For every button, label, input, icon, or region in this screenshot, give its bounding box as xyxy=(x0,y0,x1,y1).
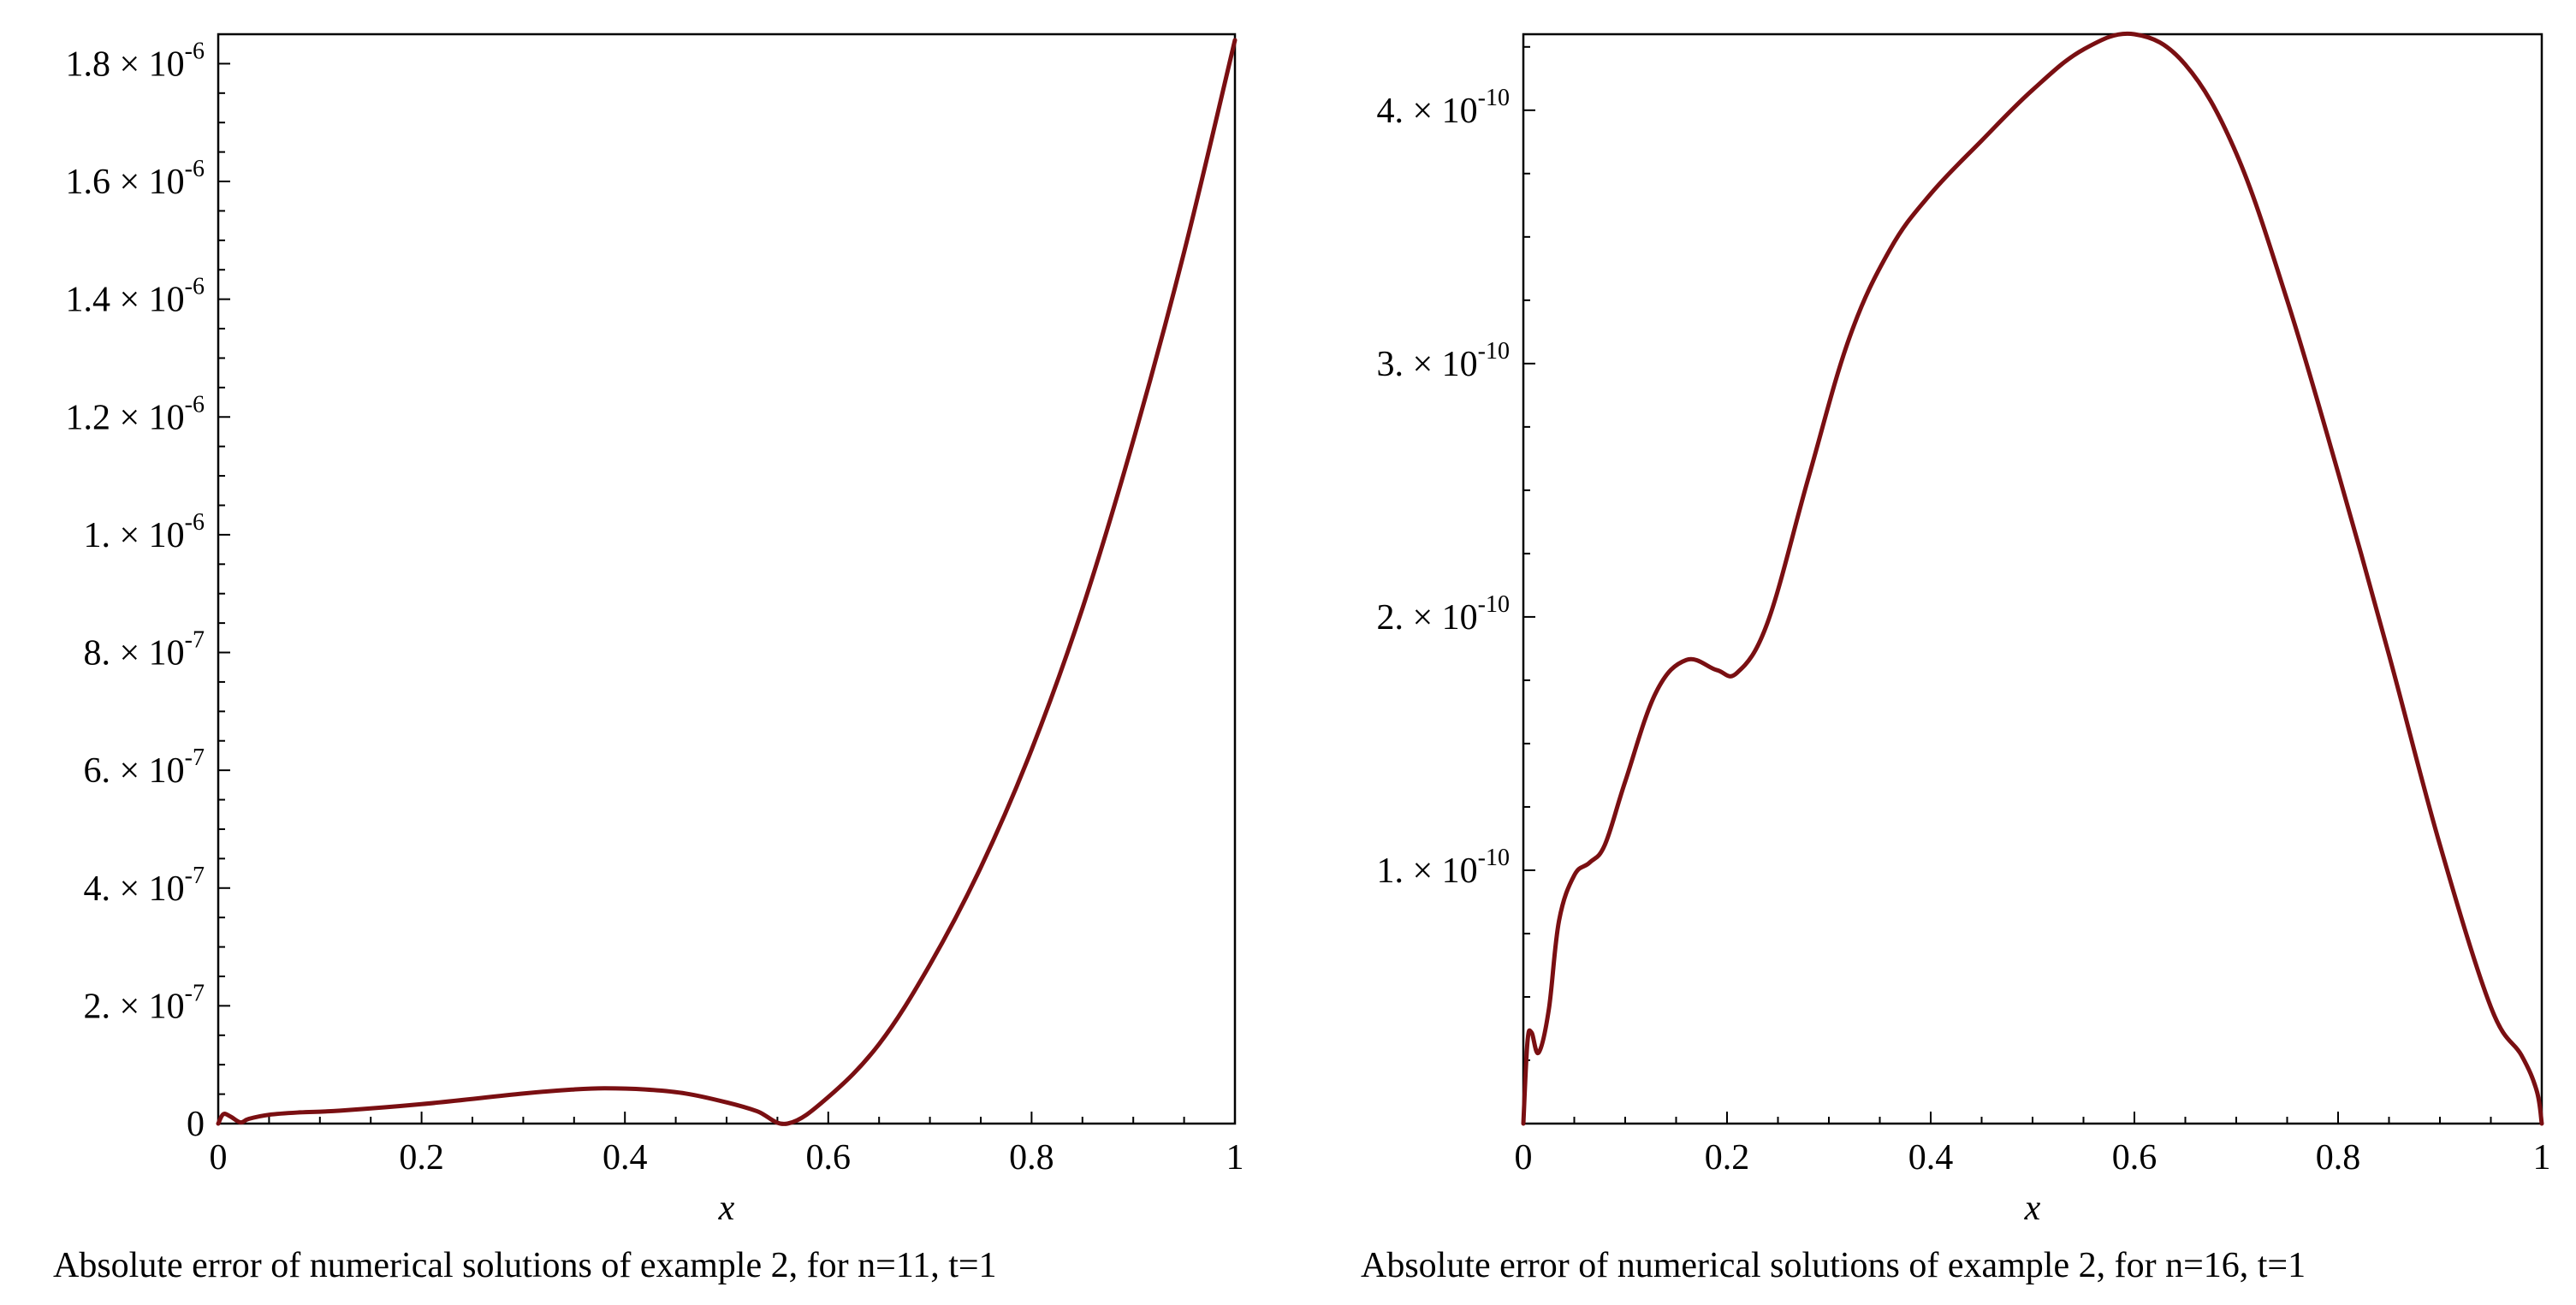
y-tick-label: 8. × 10-7 xyxy=(83,627,205,673)
x-tick-label: 0.8 xyxy=(1009,1138,1054,1177)
y-tick-label: 4. × 10-7 xyxy=(83,863,205,909)
x-tick-label: 0.4 xyxy=(602,1138,648,1177)
chart-panel-right: 0 0.2 0.4 0.6 0.8 1 1. × 10-10 2. × 10-10 3. × 1… xyxy=(1361,31,2551,1285)
series-line xyxy=(1521,31,2544,1126)
x-tick-label: 0 xyxy=(210,1138,228,1177)
y-tick-label: 6. × 10-7 xyxy=(83,744,205,791)
x-tick-label: 0 xyxy=(1515,1138,1533,1177)
x-tick-label: 1 xyxy=(2533,1138,2551,1177)
plot-frame xyxy=(1522,33,2543,1125)
y-tick-label: 2. × 10-7 xyxy=(83,980,205,1026)
x-axis-title: x xyxy=(718,1189,735,1228)
y-tick-label: 0 xyxy=(187,1105,205,1144)
y-tick-label: 1.4 × 10-6 xyxy=(65,274,205,320)
x-tick-label: 0.4 xyxy=(1908,1138,1954,1177)
x-tick-label: 1 xyxy=(1226,1138,1244,1177)
y-tick-label: 1. × 10-10 xyxy=(1376,845,1510,891)
y-tick-label: 1.2 × 10-6 xyxy=(65,391,205,437)
series-line xyxy=(216,38,1238,1126)
chart-panel-left: 0 0.2 0.4 0.6 0.8 1 0 2. × 10-7 4. × 10-7 6. × 10… xyxy=(53,33,1244,1285)
x-tick-label: 0.2 xyxy=(399,1138,444,1177)
chart-caption: Absolute error of numerical solutions of… xyxy=(53,1246,997,1285)
y-tick-label: 1.8 × 10-6 xyxy=(65,38,205,84)
y-tick-label: 4. × 10-10 xyxy=(1376,85,1510,131)
x-tick-label: 0.6 xyxy=(806,1138,852,1177)
y-tick-label: 1.6 × 10-6 xyxy=(65,156,205,202)
x-axis-title: x xyxy=(2024,1189,2041,1228)
y-tick-label: 1. × 10-6 xyxy=(83,509,205,555)
x-tick-label: 0.2 xyxy=(1705,1138,1750,1177)
x-tick-label: 0.8 xyxy=(2316,1138,2361,1177)
y-tick-label: 3. × 10-10 xyxy=(1376,338,1510,384)
x-tick-label: 0.6 xyxy=(2112,1138,2158,1177)
y-tick-label: 2. × 10-10 xyxy=(1376,591,1510,638)
plot-frame xyxy=(217,33,1237,1125)
chart-caption: Absolute error of numerical solutions of… xyxy=(1361,1246,2306,1285)
